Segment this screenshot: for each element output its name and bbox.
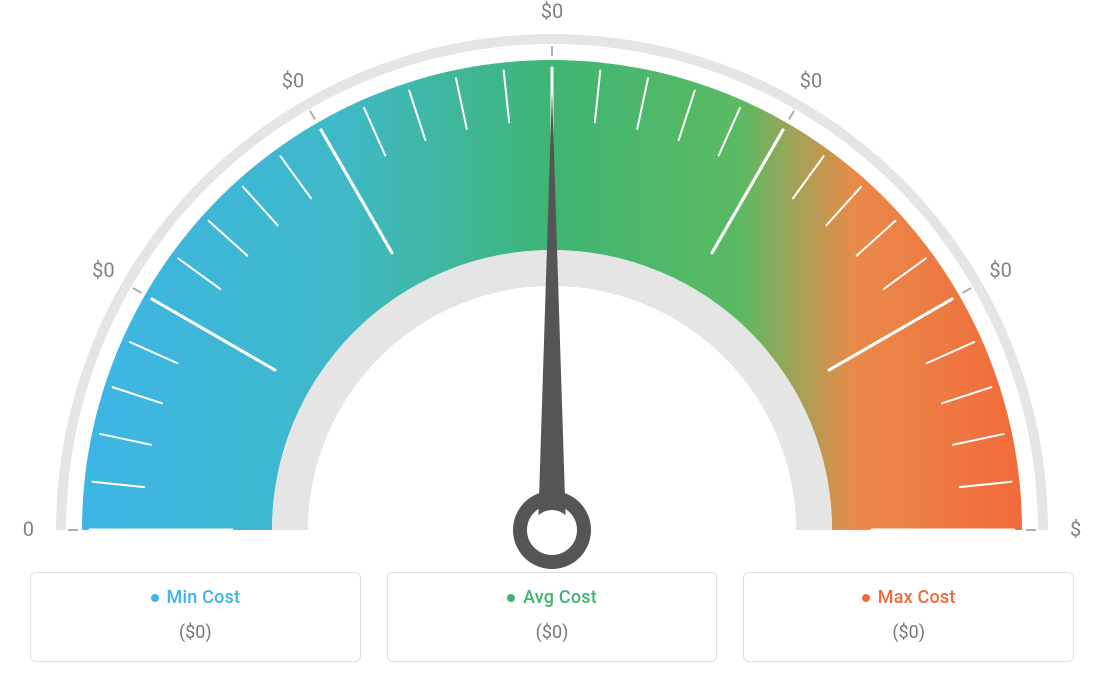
dot-icon xyxy=(507,594,515,602)
svg-text:$0: $0 xyxy=(92,258,114,282)
legend-label: Avg Cost xyxy=(523,587,597,608)
svg-text:$0: $0 xyxy=(1070,517,1082,541)
legend-title-avg: Avg Cost xyxy=(398,587,707,608)
legend-card-min: Min Cost ($0) xyxy=(30,572,361,662)
legend-value: ($0) xyxy=(754,622,1063,643)
svg-text:$0: $0 xyxy=(800,68,822,92)
legend-title-min: Min Cost xyxy=(41,587,350,608)
dot-icon xyxy=(862,594,870,602)
svg-text:$0: $0 xyxy=(541,0,563,23)
legend-value: ($0) xyxy=(398,622,707,643)
legend-row: Min Cost ($0) Avg Cost ($0) Max Cost ($0… xyxy=(30,572,1074,662)
legend-value: ($0) xyxy=(41,622,350,643)
legend-card-avg: Avg Cost ($0) xyxy=(387,572,718,662)
legend-label: Min Cost xyxy=(167,587,241,608)
svg-text:$0: $0 xyxy=(22,517,34,541)
legend-title-max: Max Cost xyxy=(754,587,1063,608)
legend-card-max: Max Cost ($0) xyxy=(743,572,1074,662)
svg-text:$0: $0 xyxy=(282,68,304,92)
gauge-svg: $0 $0 $0 $0 $0 $0 $0 xyxy=(22,0,1082,570)
dot-icon xyxy=(151,594,159,602)
legend-label: Max Cost xyxy=(878,587,956,608)
gauge-chart: $0 $0 $0 $0 $0 $0 $0 xyxy=(22,0,1082,570)
svg-text:$0: $0 xyxy=(989,258,1011,282)
